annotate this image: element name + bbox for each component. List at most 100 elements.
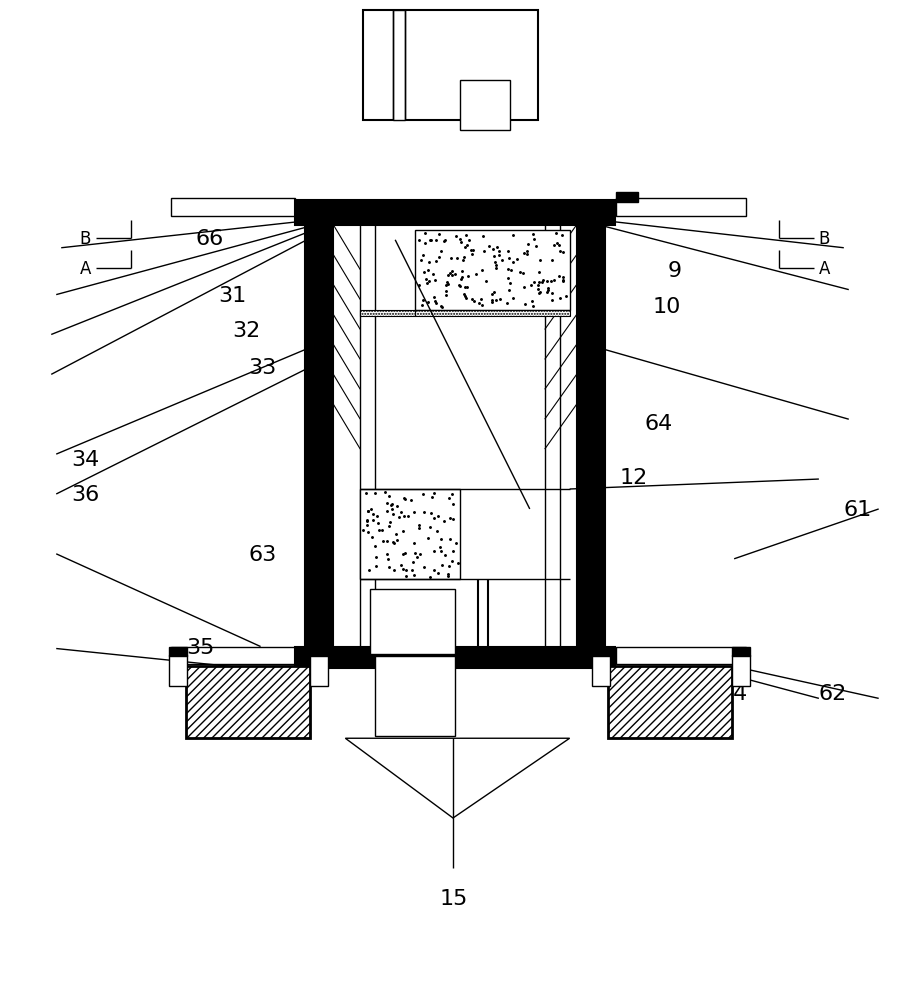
Bar — [371, 589, 455, 654]
Point — [553, 291, 567, 307]
Point — [430, 509, 445, 525]
Point — [422, 255, 437, 271]
Text: 33: 33 — [248, 358, 277, 378]
Point — [504, 263, 518, 279]
Text: 66: 66 — [196, 229, 224, 248]
Point — [517, 297, 532, 313]
Point — [460, 269, 475, 285]
Point — [430, 524, 445, 539]
Point — [399, 569, 413, 585]
Point — [448, 536, 463, 552]
Point — [371, 516, 386, 531]
Point — [506, 254, 521, 270]
Point — [440, 568, 455, 584]
Point — [385, 496, 400, 512]
Point — [545, 252, 559, 268]
Point — [427, 289, 441, 305]
Point — [465, 292, 479, 308]
Point — [361, 562, 376, 578]
Point — [374, 523, 389, 538]
Point — [404, 563, 419, 579]
Point — [446, 497, 460, 513]
Point — [364, 529, 379, 545]
Point — [420, 295, 435, 311]
Point — [387, 563, 401, 579]
Point — [458, 289, 472, 305]
Point — [526, 275, 541, 291]
Point — [434, 543, 448, 559]
Point — [550, 236, 564, 251]
Point — [531, 278, 545, 294]
Point — [501, 244, 516, 259]
Point — [386, 534, 400, 550]
Point — [486, 287, 500, 303]
Point — [531, 281, 545, 297]
Bar — [415, 311, 570, 317]
Bar — [616, 647, 747, 665]
Bar — [460, 81, 510, 131]
Point — [499, 296, 514, 312]
Bar — [592, 655, 610, 686]
Point — [380, 533, 394, 549]
Bar — [361, 489, 460, 579]
Point — [556, 273, 571, 289]
Point — [464, 243, 478, 258]
Point — [433, 539, 448, 555]
Point — [432, 227, 447, 243]
Point — [442, 490, 457, 506]
Point — [448, 267, 463, 283]
Point — [429, 233, 444, 248]
Point — [535, 274, 549, 290]
Point — [419, 272, 433, 288]
Point — [469, 266, 484, 282]
Point — [493, 292, 507, 308]
Point — [520, 244, 535, 259]
Text: 15: 15 — [440, 887, 468, 908]
Point — [520, 246, 535, 262]
Point — [439, 548, 453, 564]
Point — [481, 239, 496, 254]
Point — [526, 227, 541, 243]
Point — [458, 280, 472, 296]
Point — [416, 293, 430, 309]
Point — [502, 251, 516, 267]
Point — [485, 293, 499, 309]
Point — [411, 233, 426, 248]
Point — [466, 247, 480, 263]
Point — [439, 284, 453, 300]
Point — [432, 250, 447, 266]
Point — [532, 275, 546, 291]
Text: 12: 12 — [620, 467, 648, 487]
Point — [427, 563, 441, 579]
Bar — [415, 231, 570, 311]
Text: 62: 62 — [819, 683, 847, 704]
Point — [489, 257, 504, 273]
Point — [437, 514, 451, 529]
Bar — [361, 311, 415, 317]
Point — [405, 554, 419, 570]
Text: 35: 35 — [186, 637, 214, 657]
Point — [395, 524, 410, 539]
Point — [552, 269, 566, 285]
Point — [385, 502, 400, 518]
Point — [410, 549, 424, 565]
Point — [445, 264, 459, 280]
Text: 61: 61 — [843, 500, 872, 520]
Point — [411, 521, 426, 536]
Point — [545, 293, 559, 309]
Point — [360, 518, 374, 533]
Point — [407, 568, 421, 584]
Text: 34: 34 — [72, 450, 100, 469]
Point — [424, 234, 439, 249]
Point — [458, 291, 473, 307]
Point — [368, 538, 382, 554]
Point — [502, 283, 516, 299]
Point — [477, 244, 491, 259]
Polygon shape — [345, 739, 570, 818]
Point — [368, 485, 382, 501]
Point — [418, 236, 432, 251]
Point — [380, 496, 394, 512]
Point — [516, 246, 531, 261]
Point — [407, 535, 421, 551]
Point — [540, 285, 554, 301]
